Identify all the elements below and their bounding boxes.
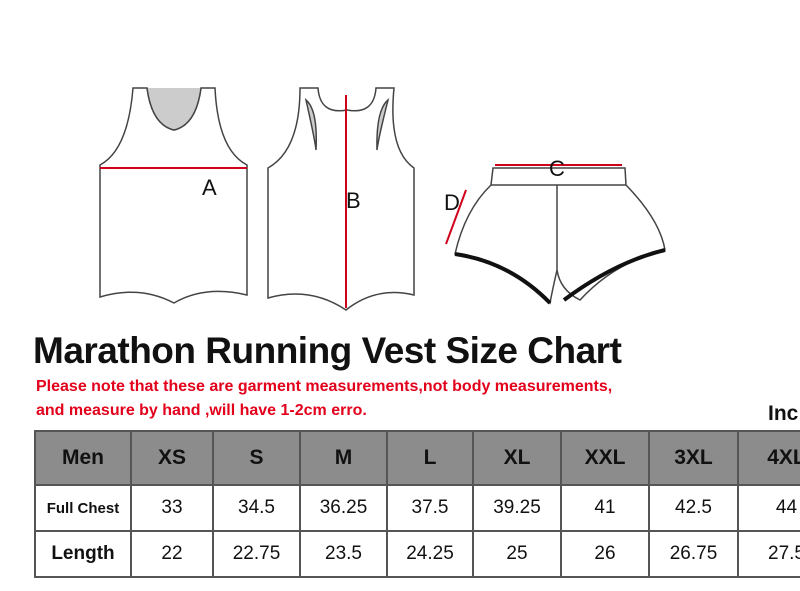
note-line: Please note that these are garment measu… <box>36 378 613 395</box>
cell: 39.25 <box>472 484 562 532</box>
row-label: Length <box>34 530 132 578</box>
cell: 42.5 <box>648 484 739 532</box>
garment-diagram: A B C D <box>99 87 666 311</box>
cell: 22 <box>130 530 214 578</box>
row-label: Men <box>34 430 132 486</box>
vest-front <box>99 87 248 304</box>
cell: 26 <box>560 530 650 578</box>
cell: 3XL <box>648 430 739 486</box>
unit: Inc <box>768 402 799 425</box>
label-c: C <box>549 156 565 181</box>
cell: 25 <box>472 530 562 578</box>
cell: 37.5 <box>386 484 474 532</box>
cell: 22.75 <box>212 530 301 578</box>
cell: XL <box>472 430 562 486</box>
cell: XXL <box>560 430 650 486</box>
cell: 4XL <box>737 430 800 486</box>
label-a: A <box>202 175 217 200</box>
cell: 34.5 <box>212 484 301 532</box>
cell: 41 <box>560 484 650 532</box>
cell: 27.5 <box>737 530 800 578</box>
head-row: Men XS S M L XL XXL 3XL 4XL <box>34 430 800 486</box>
label-d: D <box>444 190 460 215</box>
shorts <box>454 167 666 305</box>
cell: L <box>386 430 474 486</box>
size-table: Men XS S M L XL XXL 3XL 4XL Full Chest 33 34.5 36.25… <box>34 430 800 578</box>
note-line: and measure by hand ,will have 1-2cm err… <box>36 402 367 419</box>
cell: XS <box>130 430 214 486</box>
cell: M <box>299 430 388 486</box>
cell: S <box>212 430 301 486</box>
vest-back <box>267 87 415 311</box>
cell: 36.25 <box>299 484 388 532</box>
cell: 33 <box>130 484 214 532</box>
cell: 24.25 <box>386 530 474 578</box>
title: Marathon Running Vest Size Chart <box>33 330 622 371</box>
cell: 23.5 <box>299 530 388 578</box>
row-label: Full Chest <box>34 484 132 532</box>
cell: 26.75 <box>648 530 739 578</box>
cell: 44 <box>737 484 800 532</box>
row-row: Length 22 22.75 23.5 24.25 25 26 26.75 27.5 <box>34 530 800 578</box>
label-b: B <box>346 188 361 213</box>
row-row: Full Chest 33 34.5 36.25 37.5 39.25 41 42.5 44 <box>34 484 800 532</box>
